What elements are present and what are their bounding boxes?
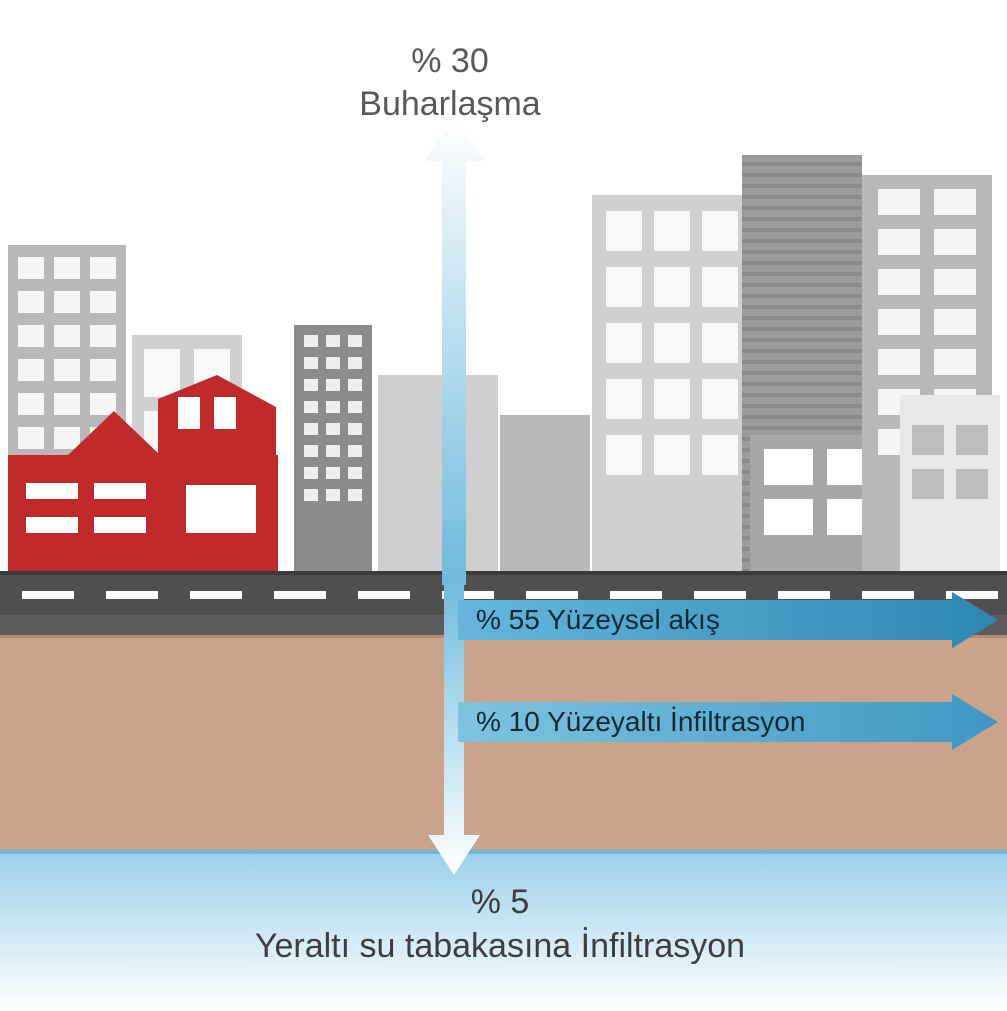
evaporation-text: Buharlaşma xyxy=(280,83,620,126)
building-10 xyxy=(900,395,1000,575)
subsurface-label: % 10 Yüzeyaltı İnfiltrasyon xyxy=(476,706,938,738)
evaporation-label: % 30 Buharlaşma xyxy=(280,40,620,125)
surface-runoff-label: % 55 Yüzeysel akış xyxy=(476,604,938,636)
groundwater-percent: % 5 xyxy=(190,880,810,924)
building-3 xyxy=(294,325,372,575)
groundwater-label: % 5 Yeraltı su tabakasına İnfiltrasyon xyxy=(190,880,810,968)
water-cycle-infographic: % 55 Yüzeysel akış % 10 Yüzeyaltı İnfilt… xyxy=(0,0,1007,1011)
building-5 xyxy=(500,415,590,575)
subsurface-arrow: % 10 Yüzeyaltı İnfiltrasyon xyxy=(458,700,998,744)
surface-runoff-arrow: % 55 Yüzeysel akış xyxy=(458,598,998,642)
evaporation-arrow-icon xyxy=(418,115,490,585)
evaporation-percent: % 30 xyxy=(280,40,620,83)
building-6 xyxy=(592,195,752,575)
groundwater-text: Yeraltı su tabakasına İnfiltrasyon xyxy=(190,924,810,968)
red-building xyxy=(8,455,278,575)
